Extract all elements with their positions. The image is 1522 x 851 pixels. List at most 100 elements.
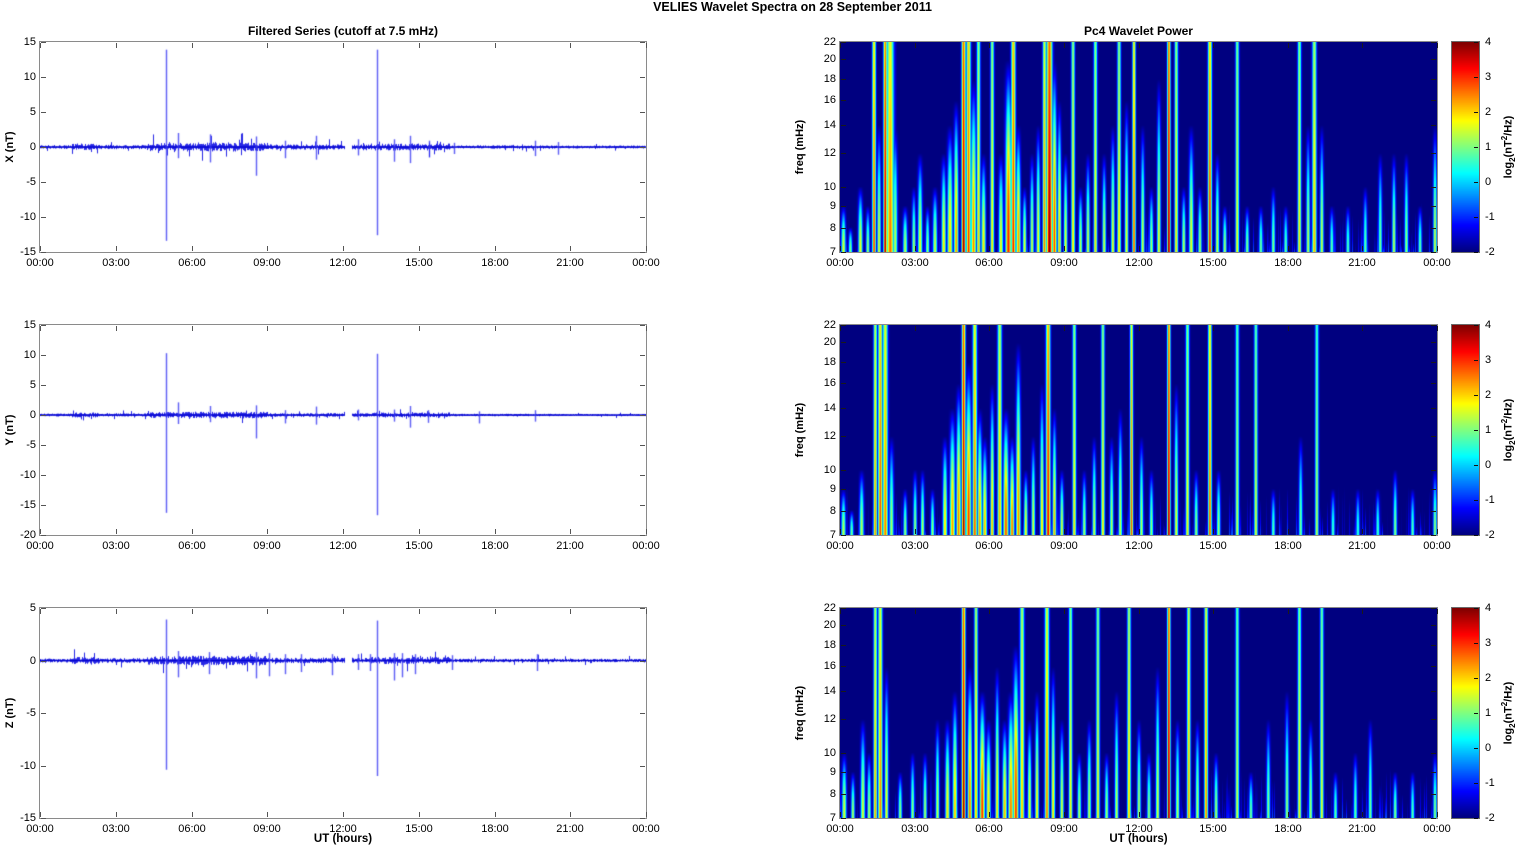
spectrogram-y-plot: [839, 324, 1438, 536]
y-tick-label: 20: [823, 52, 836, 65]
tick-mark: [41, 608, 46, 609]
tick-mark: [192, 43, 193, 48]
tick-mark: [640, 147, 645, 148]
tick-mark: [841, 342, 846, 343]
y-tick-label: 20: [823, 335, 836, 348]
y-tick-label: 22: [823, 601, 836, 614]
x-tick-label: 15:00: [1199, 823, 1227, 835]
tick-mark: [841, 362, 846, 363]
x-tick-label: 00:00: [826, 823, 854, 835]
tick-mark: [640, 42, 645, 43]
tick-mark: [1474, 643, 1478, 644]
y-tick-label: 10: [823, 180, 836, 193]
colorbar-tick-label: 3: [1485, 353, 1492, 366]
y-tick-label: 12: [823, 429, 836, 442]
y-tick-label: -15: [20, 245, 36, 258]
tick-mark: [640, 77, 645, 78]
tick-mark: [1431, 772, 1436, 773]
tick-mark: [1362, 246, 1363, 251]
tick-mark: [419, 812, 420, 817]
tick-mark: [1474, 395, 1478, 396]
left-column-title: Filtered Series (cutoff at 7.5 mHz): [247, 24, 439, 38]
tick-mark: [1437, 43, 1438, 48]
x-tick-label: 18:00: [481, 823, 509, 835]
tick-mark: [640, 325, 645, 326]
tick-mark: [343, 609, 344, 614]
tick-mark: [915, 609, 916, 614]
y-tick-label: -10: [20, 468, 36, 481]
tick-mark: [419, 326, 420, 331]
colorbar-tick-label: 0: [1485, 741, 1492, 754]
x-tick-label: 18:00: [1274, 257, 1302, 269]
tick-mark: [116, 326, 117, 331]
y-tick-label: -10: [20, 759, 36, 772]
tick-mark: [841, 408, 846, 409]
colorbar-tick-label: -2: [1485, 528, 1495, 541]
x-tick-label: 03:00: [901, 540, 929, 552]
y-tick-label: 15: [23, 35, 36, 48]
tick-mark: [1474, 535, 1478, 536]
tick-mark: [1474, 678, 1478, 679]
y-tick-label: 9: [829, 765, 836, 778]
colorbar-tick-label: 1: [1485, 706, 1492, 719]
x-tick-label: 00:00: [1423, 257, 1451, 269]
y-tick-label: 0: [29, 654, 36, 667]
tick-mark: [1431, 691, 1436, 692]
tick-mark: [1431, 436, 1436, 437]
tick-mark: [841, 59, 846, 60]
tick-mark: [1288, 609, 1289, 614]
tick-mark: [192, 529, 193, 534]
tick-mark: [40, 529, 41, 534]
tick-mark: [1139, 43, 1140, 48]
tick-mark: [116, 43, 117, 48]
tick-mark: [1288, 246, 1289, 251]
tick-mark: [640, 182, 645, 183]
tick-mark: [41, 713, 46, 714]
tick-mark: [1474, 430, 1478, 431]
tick-mark: [495, 326, 496, 331]
tick-mark: [646, 43, 647, 48]
x-tick-label: 15:00: [405, 540, 433, 552]
tick-mark: [1437, 812, 1438, 817]
tick-mark: [1437, 246, 1438, 251]
tick-mark: [646, 326, 647, 331]
tick-mark: [41, 661, 46, 662]
tick-mark: [841, 470, 846, 471]
colorbar-tick-label: 0: [1485, 175, 1492, 188]
tick-mark: [1139, 609, 1140, 614]
tick-mark: [640, 661, 645, 662]
tick-mark: [1431, 42, 1436, 43]
tick-mark: [640, 505, 645, 506]
tick-mark: [1139, 326, 1140, 331]
tick-mark: [116, 529, 117, 534]
tick-mark: [1064, 43, 1065, 48]
tick-mark: [646, 246, 647, 251]
y-tick-label: 8: [829, 504, 836, 517]
y-tick-label: -5: [26, 706, 36, 719]
tick-mark: [570, 246, 571, 251]
tick-mark: [1437, 609, 1438, 614]
tick-mark: [41, 385, 46, 386]
tick-mark: [1431, 666, 1436, 667]
tick-mark: [41, 42, 46, 43]
y-tick-label: 7: [829, 811, 836, 824]
tick-mark: [41, 415, 46, 416]
tick-mark: [646, 609, 647, 614]
tick-mark: [841, 252, 846, 253]
tick-mark: [495, 812, 496, 817]
x-tick-label: 09:00: [253, 257, 281, 269]
y-tick-label: 16: [823, 93, 836, 106]
x-tick-label: 06:00: [975, 257, 1003, 269]
tick-mark: [1474, 500, 1478, 501]
tick-mark: [841, 645, 846, 646]
tick-mark: [1362, 326, 1363, 331]
tick-mark: [1288, 43, 1289, 48]
colorbar-tick-label: 3: [1485, 636, 1492, 649]
colorbar-tick-label: 0: [1485, 458, 1492, 471]
tick-mark: [40, 43, 41, 48]
tick-mark: [267, 246, 268, 251]
y-tick-label: 22: [823, 35, 836, 48]
x-tick-label: 06:00: [178, 540, 206, 552]
tick-mark: [1213, 43, 1214, 48]
